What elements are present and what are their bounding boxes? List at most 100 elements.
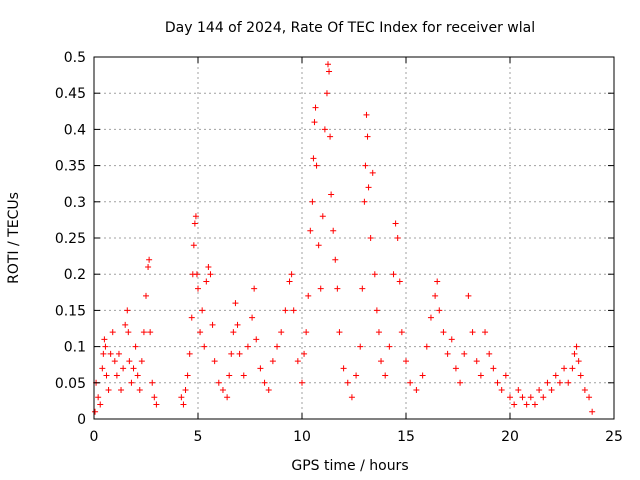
data-point-marker bbox=[232, 300, 239, 307]
data-point-marker bbox=[432, 292, 439, 299]
y-tick-label: 0.25 bbox=[55, 231, 86, 247]
data-point-marker bbox=[253, 336, 260, 343]
data-point-marker bbox=[494, 379, 501, 386]
x-axis-title: GPS time / hours bbox=[291, 458, 408, 474]
data-point-marker bbox=[330, 227, 337, 234]
y-tick-label: 0 bbox=[77, 412, 86, 428]
data-point-marker bbox=[193, 271, 200, 278]
data-point-marker bbox=[315, 242, 322, 249]
data-point-marker bbox=[230, 329, 237, 336]
data-point-marker bbox=[244, 343, 251, 350]
data-point-marker bbox=[375, 329, 382, 336]
data-point-marker bbox=[469, 329, 476, 336]
data-point-marker bbox=[261, 379, 268, 386]
data-point-marker bbox=[511, 401, 518, 408]
data-point-marker bbox=[515, 387, 522, 394]
data-point-marker bbox=[192, 213, 199, 220]
data-point-marker bbox=[444, 350, 451, 357]
data-point-marker bbox=[394, 235, 401, 241]
data-point-marker bbox=[523, 401, 530, 408]
y-axis-ticks: 0 0.05 0.1 0.15 0.2 0.25 0.3 0.35 0.4 0.45 0.5 bbox=[55, 50, 614, 428]
y-axis-title: ROTI / TECUs bbox=[6, 192, 22, 284]
x-tick-label: 25 bbox=[605, 429, 623, 445]
data-point-marker bbox=[326, 68, 333, 75]
data-point-marker bbox=[361, 198, 368, 205]
data-point-marker bbox=[561, 365, 568, 372]
data-point-marker bbox=[403, 358, 409, 365]
data-point-marker bbox=[357, 343, 364, 350]
data-point-marker bbox=[105, 387, 112, 394]
data-point-marker bbox=[498, 387, 505, 394]
data-point-marker bbox=[301, 350, 308, 357]
data-point-marker bbox=[552, 372, 559, 379]
data-point-marker bbox=[207, 271, 214, 278]
data-point-marker bbox=[236, 350, 243, 357]
data-point-marker bbox=[328, 191, 335, 198]
x-tick-label: 5 bbox=[194, 429, 203, 445]
data-point-marker bbox=[299, 379, 305, 386]
data-point-marker bbox=[473, 358, 480, 365]
data-point-marker bbox=[294, 358, 301, 365]
data-point-marker bbox=[589, 408, 596, 415]
data-point-marker bbox=[413, 387, 420, 394]
data-point-marker bbox=[577, 372, 584, 379]
data-point-marker bbox=[251, 285, 258, 292]
data-point-marker bbox=[423, 343, 430, 350]
data-point-marker bbox=[249, 314, 256, 321]
data-point-marker bbox=[136, 387, 143, 394]
data-point-marker bbox=[303, 329, 310, 336]
data-point-marker bbox=[365, 184, 372, 191]
data-point-marker bbox=[419, 372, 426, 379]
data-point-marker bbox=[332, 256, 339, 263]
data-point-marker bbox=[327, 133, 334, 140]
data-point-marker bbox=[111, 358, 118, 365]
data-point-marker bbox=[197, 329, 204, 336]
data-point-marker bbox=[575, 358, 582, 365]
y-tick-label: 0.45 bbox=[55, 86, 86, 102]
data-point-marker bbox=[325, 61, 331, 68]
data-point-marker bbox=[219, 387, 226, 394]
data-point-marker bbox=[396, 278, 403, 285]
data-point-marker bbox=[477, 372, 484, 379]
data-point-marker bbox=[527, 394, 534, 401]
data-point-marker bbox=[581, 387, 588, 394]
data-point-marker bbox=[205, 263, 212, 270]
data-point-marker bbox=[180, 401, 187, 408]
data-point-marker bbox=[482, 329, 489, 336]
data-point-marker bbox=[92, 408, 99, 415]
data-point-marker bbox=[465, 292, 472, 299]
y-tick-label: 0.15 bbox=[55, 303, 86, 319]
data-point-marker bbox=[143, 292, 149, 299]
data-point-marker bbox=[278, 329, 285, 336]
data-point-marker bbox=[274, 343, 281, 350]
data-point-marker bbox=[224, 394, 231, 401]
x-tick-label: 15 bbox=[397, 429, 415, 445]
data-point-marker bbox=[344, 379, 351, 386]
data-point-marker bbox=[107, 350, 114, 357]
data-point-marker bbox=[312, 104, 319, 111]
data-point-marker bbox=[184, 372, 191, 379]
data-point-marker bbox=[100, 350, 107, 357]
data-point-marker bbox=[336, 329, 343, 336]
data-point-marker bbox=[457, 379, 464, 386]
data-point-marker bbox=[282, 307, 289, 314]
data-point-marker bbox=[190, 242, 197, 249]
data-point-marker bbox=[188, 314, 195, 321]
data-point-marker bbox=[586, 394, 593, 401]
data-point-marker bbox=[195, 285, 201, 292]
y-tick-label: 0.5 bbox=[64, 50, 86, 66]
data-point-marker bbox=[118, 387, 125, 394]
data-point-marker bbox=[367, 235, 374, 241]
data-point-marker bbox=[353, 372, 360, 379]
data-point-marker bbox=[373, 307, 380, 314]
data-point-marker bbox=[265, 387, 272, 394]
data-point-marker bbox=[147, 329, 154, 336]
x-tick-label: 20 bbox=[501, 429, 519, 445]
data-point-marker bbox=[440, 329, 447, 336]
data-point-marker bbox=[461, 350, 468, 357]
data-point-marker bbox=[571, 350, 578, 357]
grid-lines bbox=[94, 57, 614, 419]
data-point-marker bbox=[311, 119, 318, 126]
data-point-marker bbox=[125, 329, 132, 336]
